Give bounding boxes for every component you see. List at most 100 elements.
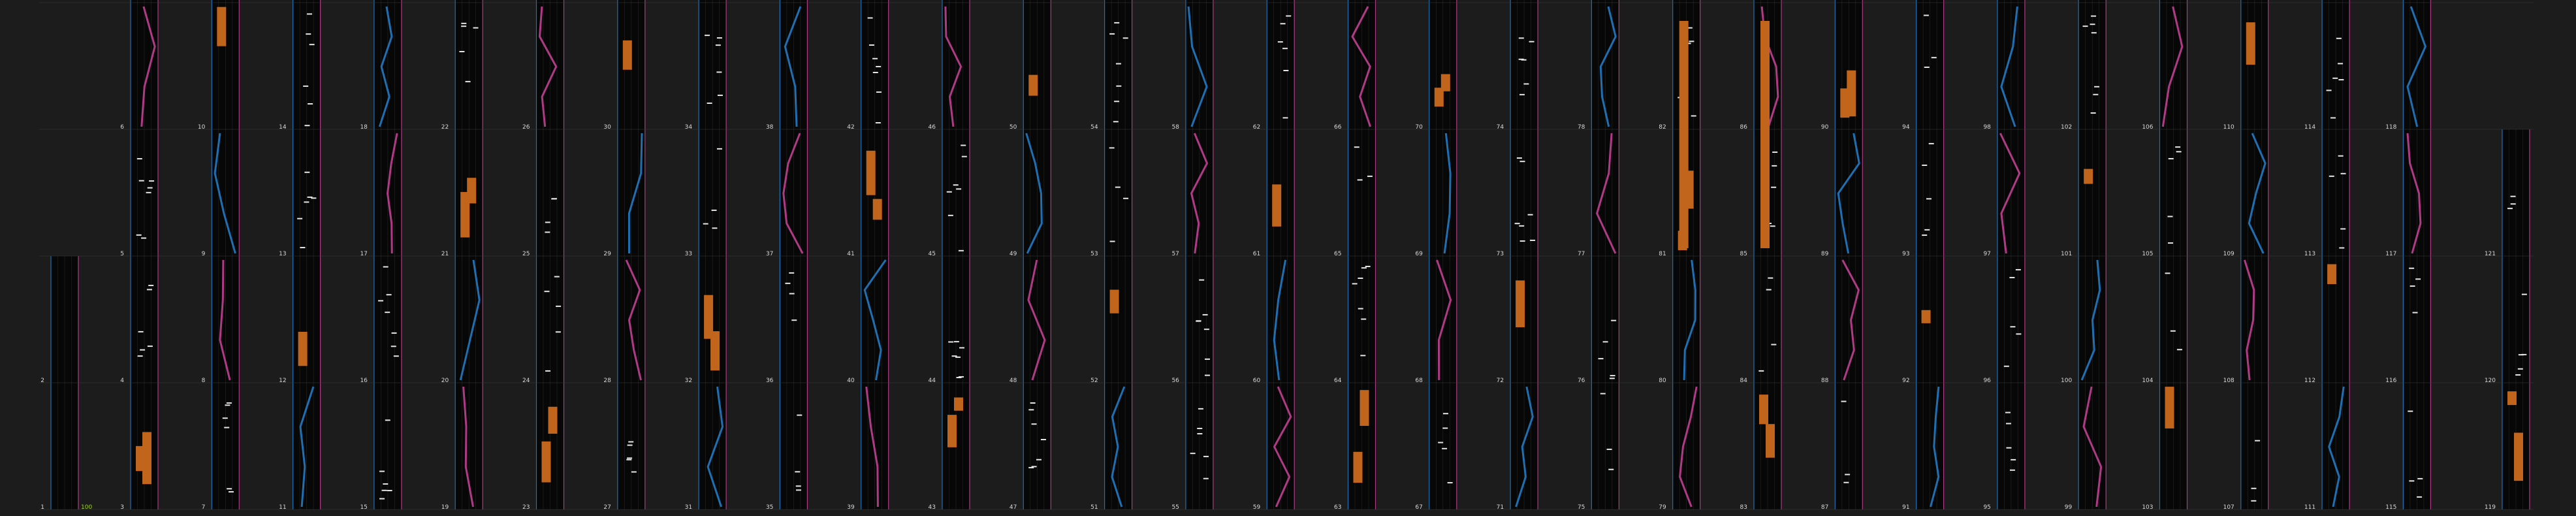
tick-mark: [2251, 500, 2257, 502]
tick-mark: [2255, 440, 2261, 442]
tick-mark: [1519, 225, 1525, 227]
tick-mark: [1924, 229, 1930, 231]
column-label: 44: [929, 378, 936, 384]
column-label: 27: [603, 504, 611, 511]
tick-mark: [795, 485, 801, 487]
tick-mark: [628, 441, 634, 443]
column-label: 80: [1659, 378, 1666, 384]
column-label: 20: [441, 378, 449, 384]
tick-mark: [1030, 402, 1036, 404]
column-label: 110: [2223, 124, 2234, 131]
column-label: 114: [2304, 124, 2315, 131]
column-strip-7: [617, 0, 646, 509]
orange-bar: [872, 199, 882, 220]
tick-mark: [1360, 355, 1366, 357]
column-label: 88: [1821, 378, 1829, 384]
column-label: 16: [360, 378, 368, 384]
tick-mark: [1202, 314, 1208, 315]
tick-mark: [306, 13, 312, 15]
tick-mark: [2510, 195, 2516, 197]
column-label: 10: [198, 124, 206, 131]
column-label: 30: [603, 124, 611, 131]
orange-bar: [1847, 70, 1856, 117]
tick-mark: [386, 294, 392, 296]
trace-line: [140, 6, 156, 127]
tick-mark: [1529, 40, 1534, 42]
column-label: 70: [1415, 124, 1423, 131]
tick-mark: [2165, 272, 2171, 274]
column-label: 25: [522, 251, 530, 257]
column-label: 60: [1253, 378, 1261, 384]
column-label: 82: [1659, 124, 1666, 131]
tick-mark: [2417, 477, 2423, 479]
tick-mark: [1527, 214, 1533, 216]
column-label: 53: [1090, 251, 1098, 257]
tick-mark: [2412, 312, 2418, 314]
trace-line: [1999, 133, 2021, 254]
tick-mark: [224, 427, 230, 428]
orange-bar: [866, 150, 876, 195]
tick-mark: [1277, 41, 1283, 43]
column-label: 29: [603, 251, 611, 257]
tick-mark: [2409, 480, 2415, 482]
column-label: 68: [1415, 378, 1423, 384]
tick-mark: [146, 289, 152, 291]
tick-mark: [2326, 89, 2332, 91]
tick-mark: [1283, 70, 1289, 72]
tick-mark: [2175, 146, 2181, 148]
column-label: 61: [1253, 251, 1260, 257]
accent-readout: 100: [81, 504, 92, 511]
column-label: 85: [1740, 251, 1747, 257]
tick-mark: [872, 72, 878, 74]
orange-bar: [2165, 387, 2174, 428]
tick-mark: [1123, 197, 1129, 199]
orange-bar: [2084, 169, 2093, 184]
column-label: 96: [1983, 378, 1991, 384]
column-label: 62: [1253, 124, 1260, 131]
tick-mark: [961, 144, 966, 146]
tick-mark: [307, 196, 313, 198]
trace-line: [1599, 6, 1617, 127]
column-label: 22: [441, 124, 449, 131]
column-strip-25: [2078, 0, 2107, 509]
tick-mark: [140, 349, 146, 351]
tick-mark: [2090, 112, 2096, 114]
trace-line: [1187, 6, 1208, 127]
tick-mark: [1115, 186, 1121, 188]
column-label: 102: [2061, 124, 2072, 131]
tick-mark: [2006, 447, 2012, 449]
tick-mark: [1122, 37, 1128, 39]
tick-mark: [1609, 378, 1615, 379]
column-label: 28: [603, 378, 611, 384]
tick-mark: [705, 35, 710, 37]
column-label: 109: [2223, 251, 2234, 257]
trace-line: [462, 386, 474, 508]
column-label: 74: [1497, 124, 1504, 131]
tick-mark: [1442, 447, 1448, 449]
column-label: 67: [1415, 504, 1422, 511]
column-label: 15: [360, 504, 367, 511]
tick-mark: [554, 276, 560, 278]
orange-bar: [1434, 88, 1444, 107]
tick-mark: [1843, 481, 1849, 483]
column-label: 48: [1010, 378, 1017, 384]
trace-line: [782, 133, 804, 254]
tick-mark: [544, 291, 550, 293]
tick-mark: [2176, 151, 2182, 153]
tick-mark: [2094, 86, 2100, 88]
column-label: 69: [1415, 251, 1423, 257]
trace-line: [2080, 259, 2101, 381]
tick-mark: [796, 489, 802, 491]
tick-mark: [716, 148, 722, 150]
tick-mark: [1282, 117, 1288, 119]
column-label: 13: [279, 251, 286, 257]
tick-mark: [1203, 455, 1209, 457]
column-label: 8: [202, 378, 206, 384]
tick-mark: [2170, 330, 2176, 332]
trace-line: [2000, 6, 2018, 127]
tick-mark: [1766, 289, 1772, 291]
column-label: 73: [1497, 251, 1504, 257]
column-label: 40: [847, 378, 855, 384]
tick-mark: [1116, 85, 1122, 87]
column-strip-2: [211, 0, 240, 509]
